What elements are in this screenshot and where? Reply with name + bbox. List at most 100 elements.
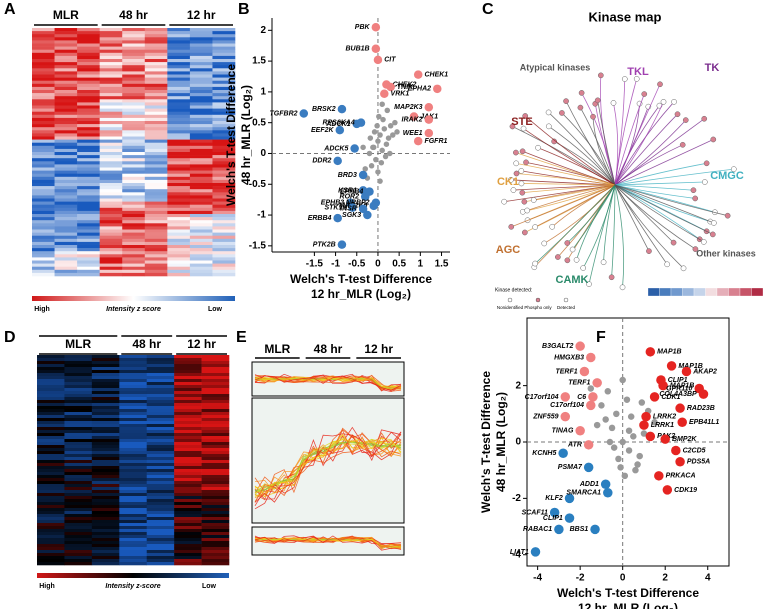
heatmap-cell bbox=[122, 229, 146, 233]
heatmap-cell bbox=[212, 251, 236, 255]
point-label: ATR bbox=[567, 442, 582, 449]
point-label: FGFR1 bbox=[424, 138, 447, 145]
x-tick-label: 4 bbox=[705, 573, 711, 584]
data-point bbox=[348, 203, 357, 212]
heatmap-cell bbox=[146, 373, 175, 377]
point-label: EPHA2 bbox=[408, 86, 431, 93]
heatmap-cell bbox=[99, 232, 123, 236]
heatmap-cell bbox=[146, 388, 175, 392]
heatmap-cell bbox=[99, 142, 123, 147]
heatmap-cell bbox=[54, 201, 78, 205]
heatmap-cell bbox=[32, 238, 55, 243]
heatmap-cell bbox=[167, 28, 191, 32]
kinase-node bbox=[532, 260, 538, 267]
heatmap-cell bbox=[201, 379, 230, 383]
x-tick-label: -4 bbox=[533, 573, 542, 584]
heatmap-cell bbox=[167, 183, 191, 187]
heatmap-cell bbox=[167, 186, 191, 190]
tree-branch bbox=[614, 84, 661, 186]
heatmap-cell bbox=[99, 155, 123, 159]
heatmap-cell bbox=[119, 448, 148, 452]
kinase-node bbox=[532, 224, 538, 230]
heatmap-cell bbox=[146, 421, 175, 425]
heatmap-cell bbox=[32, 31, 55, 35]
heatmap-cell bbox=[32, 241, 55, 246]
heatmap-cell bbox=[32, 226, 55, 230]
data-point bbox=[358, 204, 368, 214]
data-point bbox=[335, 125, 345, 135]
colorbar-cell bbox=[739, 287, 752, 297]
heatmap-cell bbox=[119, 559, 148, 563]
heatmap-cell bbox=[99, 245, 123, 249]
heatmap-cell bbox=[174, 520, 202, 524]
heatmap-cell bbox=[64, 487, 93, 491]
kinase-node bbox=[682, 117, 689, 123]
heatmap-cell bbox=[54, 46, 78, 50]
data-point bbox=[658, 380, 668, 391]
heatmap-cell bbox=[37, 433, 65, 437]
column-label: 48 hr bbox=[314, 342, 343, 356]
heatmap-cell bbox=[212, 220, 236, 224]
data-point bbox=[660, 434, 670, 444]
column-label: 12 hr bbox=[187, 337, 216, 351]
heatmap-cell bbox=[32, 142, 55, 147]
heatmap-cell bbox=[91, 454, 120, 458]
heatmap-cell bbox=[54, 207, 78, 212]
heatmap-cell bbox=[32, 201, 55, 205]
heatmap-cell bbox=[201, 370, 230, 374]
heatmap-cell bbox=[167, 124, 191, 128]
colorbar-cell bbox=[716, 287, 729, 297]
heatmap-cell bbox=[122, 266, 146, 271]
legend-item: Detected bbox=[557, 305, 576, 310]
y-tick-label: 1.5 bbox=[252, 56, 266, 67]
data-point bbox=[630, 433, 637, 440]
point-label: ADCK5 bbox=[323, 145, 348, 152]
kinase-node bbox=[692, 195, 699, 202]
x-tick-label: 2 bbox=[662, 573, 668, 584]
heatmap-cell bbox=[212, 90, 236, 94]
heatmap-cell bbox=[91, 427, 120, 431]
heatmap-cell bbox=[212, 167, 236, 171]
heatmap-cell bbox=[201, 382, 230, 386]
colorbar-cell bbox=[647, 287, 660, 297]
heatmap-cell bbox=[122, 55, 146, 60]
heatmap-cell bbox=[99, 102, 123, 106]
heatmap-cell bbox=[174, 400, 202, 404]
heatmap-cell bbox=[77, 189, 100, 193]
heatmap-cell bbox=[99, 52, 123, 57]
data-point bbox=[337, 240, 347, 249]
heatmap-cell bbox=[212, 99, 236, 103]
heatmap-cell bbox=[32, 251, 55, 255]
heatmap-cell bbox=[91, 493, 120, 497]
data-point bbox=[583, 440, 594, 450]
heatmap-cell bbox=[189, 96, 213, 100]
panel-label: F bbox=[596, 329, 606, 346]
data-point bbox=[363, 210, 372, 220]
heatmap-cell bbox=[119, 367, 148, 371]
kinase-node bbox=[590, 113, 596, 120]
heatmap-cell bbox=[37, 463, 65, 467]
heatmap-cell bbox=[91, 469, 120, 473]
column-label: MLR bbox=[53, 8, 79, 22]
legend-bar bbox=[32, 296, 235, 301]
heatmap-cell bbox=[99, 179, 123, 184]
y-tick-label: -1.5 bbox=[249, 240, 267, 251]
column-label: 48 hr bbox=[132, 337, 161, 351]
point-label: COL4A3BP bbox=[659, 391, 697, 398]
heatmap-cell bbox=[201, 499, 230, 503]
column-label: 12 hr bbox=[364, 342, 393, 356]
legend-symbol bbox=[563, 297, 569, 303]
heatmap-cell bbox=[174, 466, 202, 470]
heatmap-cell bbox=[189, 269, 213, 274]
data-point bbox=[373, 55, 383, 65]
kinase-node bbox=[522, 113, 529, 119]
heatmap-cell bbox=[99, 167, 123, 171]
heatmap-cell bbox=[212, 102, 236, 106]
heatmap-cell bbox=[37, 421, 65, 425]
data-point bbox=[368, 163, 375, 169]
heatmap-cell bbox=[91, 529, 120, 533]
heatmap-cell bbox=[91, 457, 120, 461]
tree-branch bbox=[534, 184, 616, 228]
heatmap-cell bbox=[212, 223, 236, 227]
data-point bbox=[639, 420, 649, 430]
